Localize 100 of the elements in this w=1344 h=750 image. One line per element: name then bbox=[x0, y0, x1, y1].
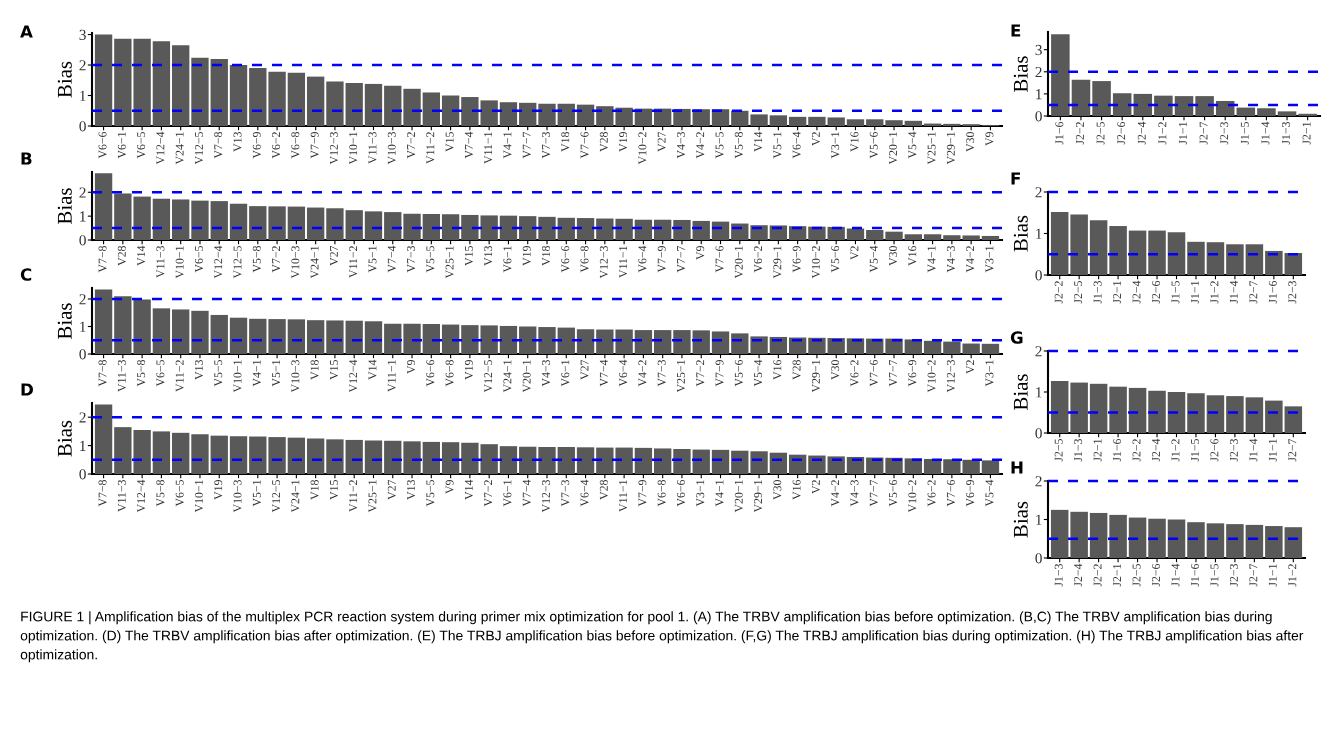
x-tick-label: V9 bbox=[407, 360, 416, 374]
bar bbox=[287, 206, 306, 240]
x-tick-label: V6−6 bbox=[98, 131, 107, 159]
x-tick-label: V25−1 bbox=[445, 246, 454, 279]
x-tick-label: J2−6 bbox=[1152, 280, 1160, 304]
x-tick-label: V11−2 bbox=[175, 360, 184, 392]
x-tick-label: V7−2 bbox=[696, 360, 705, 387]
x-tick-label: J1−6 bbox=[1268, 280, 1277, 304]
x-tick-label: V5−6 bbox=[889, 479, 898, 507]
bar bbox=[711, 449, 730, 474]
bar bbox=[172, 309, 190, 354]
x-tick-label: V27 bbox=[580, 359, 589, 380]
bar bbox=[1245, 524, 1264, 558]
y-tick-label: 2 bbox=[79, 294, 86, 305]
bar bbox=[827, 338, 845, 354]
x-tick-label: V10−2 bbox=[811, 246, 820, 279]
bar bbox=[1050, 509, 1069, 558]
x-tick-label: V27 bbox=[387, 479, 396, 500]
x-tick-label: V7−2 bbox=[484, 480, 493, 507]
bar bbox=[403, 88, 421, 126]
bar bbox=[846, 119, 865, 126]
x-tick-label: J2−7 bbox=[1249, 563, 1258, 587]
x-tick-label: J2−1 bbox=[1093, 439, 1102, 462]
x-tick-label: V27 bbox=[329, 245, 338, 266]
x-tick-label: V7−9 bbox=[657, 246, 666, 273]
bar bbox=[1133, 93, 1153, 116]
x-tick-label: V5−6 bbox=[734, 359, 743, 387]
bar bbox=[1112, 93, 1132, 116]
x-tick-label: V14 bbox=[464, 479, 473, 500]
x-tick-label: J2−4 bbox=[1132, 280, 1141, 304]
x-tick-label: V11−1 bbox=[387, 360, 396, 392]
x-tick-label: V12−4 bbox=[349, 359, 358, 393]
bar bbox=[249, 68, 267, 126]
bar bbox=[306, 320, 325, 354]
bar bbox=[634, 330, 653, 354]
x-tick-label: V19 bbox=[214, 480, 223, 500]
x-tick-label: V7−4 bbox=[522, 479, 531, 507]
x-tick-label: V30 bbox=[773, 480, 782, 500]
bar bbox=[441, 95, 460, 126]
bar bbox=[1167, 519, 1186, 558]
bar bbox=[769, 452, 788, 474]
bar bbox=[152, 198, 171, 240]
bar bbox=[634, 108, 653, 126]
x-tick-label: J2−3 bbox=[1229, 564, 1238, 587]
x-tick-label: V4−3 bbox=[946, 246, 955, 273]
x-tick-label: V6−6 bbox=[676, 479, 685, 507]
bar bbox=[1128, 230, 1147, 275]
x-tick-label: V28 bbox=[117, 246, 126, 266]
x-tick-label: V3−1 bbox=[696, 480, 705, 507]
y-axis-title: Bias bbox=[1013, 374, 1028, 410]
x-tick-label: V4−1 bbox=[927, 246, 936, 273]
x-tick-label: V7−7 bbox=[889, 359, 898, 387]
x-tick-label: V2 bbox=[811, 480, 820, 494]
bar bbox=[287, 437, 306, 474]
x-tick-label: J2−6 bbox=[1117, 121, 1126, 145]
bar bbox=[904, 339, 922, 354]
bar bbox=[1154, 95, 1173, 116]
chart-title: D bbox=[21, 383, 33, 396]
x-tick-label: J2−3 bbox=[1229, 439, 1238, 462]
x-tick-label: V7−2 bbox=[407, 132, 416, 159]
x-tick-label: V7−7 bbox=[869, 479, 878, 507]
x-tick-label: V11−2 bbox=[349, 246, 358, 278]
bar bbox=[384, 212, 402, 240]
bar bbox=[673, 449, 691, 474]
x-tick-label: V29−1 bbox=[773, 246, 782, 279]
x-tick-label: J2−2 bbox=[1054, 281, 1063, 304]
bar bbox=[229, 65, 248, 126]
x-tick-label: V12−4 bbox=[137, 479, 146, 513]
bar bbox=[885, 338, 903, 354]
x-tick-label: V28 bbox=[599, 132, 608, 152]
x-tick-label: V4−1 bbox=[252, 360, 261, 387]
bar bbox=[268, 71, 286, 126]
y-axis-title: Bias bbox=[1013, 215, 1028, 252]
x-tick-label: V6−2 bbox=[272, 132, 281, 159]
bar bbox=[634, 219, 653, 240]
x-tick-label: V7−9 bbox=[715, 360, 724, 387]
bar bbox=[519, 446, 537, 474]
y-tick-label: 1 bbox=[80, 90, 86, 101]
x-tick-label: V20−1 bbox=[522, 360, 531, 393]
y-tick-label: 2 bbox=[1035, 187, 1042, 198]
x-tick-label: V12−3 bbox=[946, 360, 955, 393]
bar bbox=[923, 234, 942, 240]
x-tick-label: V7−9 bbox=[638, 480, 647, 507]
caption: FIGURE 1 | Amplification bias of the multiplex PCR reaction system during primer mix optimization for pool 1. (A) The TRBV amplification bias before optimization. (B,C) The TRBV amplification bias during optimization. (D) The TRBV amplification bias after optimization. (E) The TRBJ amplification bias before optimization. (F,G) The TRBJ amplification bias during optimization. (H) The TRBJ amplification bias after optimization. bbox=[20, 611, 1304, 663]
x-tick-label: V6−9 bbox=[792, 246, 801, 273]
x-tick-label: V25−1 bbox=[368, 480, 377, 513]
bar bbox=[384, 323, 402, 354]
x-tick-label: V12−5 bbox=[272, 480, 281, 513]
bar bbox=[519, 326, 537, 354]
bar bbox=[384, 85, 402, 126]
x-tick-label: V24−1 bbox=[503, 360, 512, 393]
x-tick-label: V12−4 bbox=[214, 245, 223, 279]
x-tick-label: V10−3 bbox=[387, 132, 396, 165]
x-tick-label: V5−8 bbox=[734, 132, 743, 159]
x-tick-label: V15 bbox=[329, 480, 338, 500]
bar bbox=[1245, 397, 1264, 433]
bar bbox=[229, 203, 248, 240]
bar bbox=[1187, 522, 1205, 558]
x-tick-label: V5−1 bbox=[272, 360, 281, 387]
x-tick-label: V3−1 bbox=[985, 246, 994, 273]
